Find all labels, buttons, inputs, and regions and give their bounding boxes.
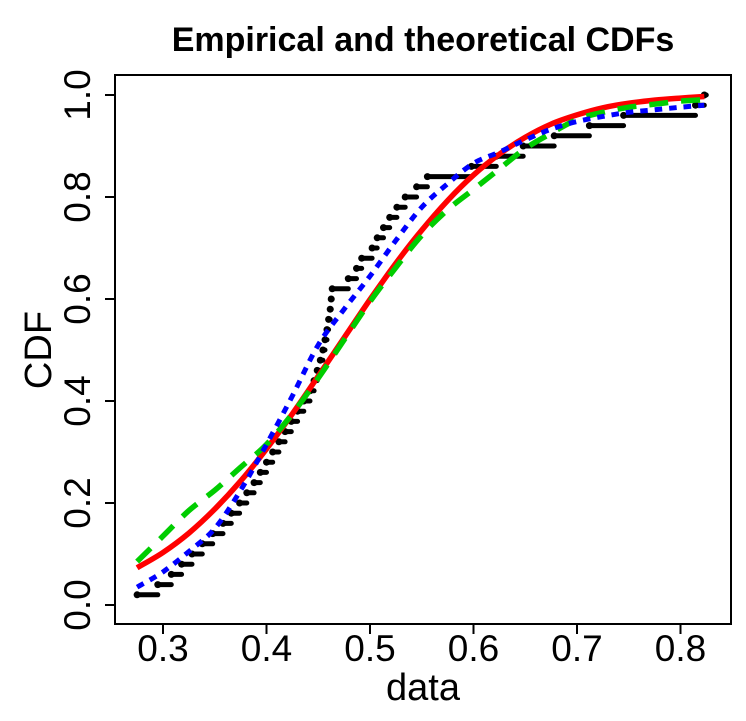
empirical-cdf-point [393, 203, 401, 211]
x-tick-label: 0.5 [344, 628, 395, 669]
y-tick-label: 1.0 [57, 69, 98, 120]
empirical-cdf-point [316, 356, 324, 364]
empirical-cdf-point [353, 264, 360, 272]
empirical-cdf-point [154, 581, 162, 589]
empirical-cdf-point [327, 295, 335, 303]
empirical-cdf-point [275, 438, 283, 446]
y-tick-label: 0.4 [57, 375, 98, 426]
chart-title: Empirical and theoretical CDFs [172, 21, 675, 59]
x-tick-label: 0.4 [241, 628, 292, 669]
theoretical-fit-red-curve [135, 93, 705, 571]
empirical-cdf-point [380, 224, 387, 232]
y-tick-label: 0.8 [57, 171, 98, 222]
empirical-cdf-point [250, 479, 258, 487]
x-tick-label: 0.3 [137, 628, 188, 669]
empirical-cdf-point [550, 132, 558, 140]
empirical-cdf-point [263, 458, 270, 466]
empirical-cdf-point [167, 570, 175, 578]
x-tick-label: 0.6 [448, 628, 499, 669]
empirical-cdf-point [585, 122, 593, 130]
empirical-cdf-point [321, 336, 329, 344]
empirical-cdf-point [368, 244, 376, 252]
empirical-cdf-point [319, 346, 327, 354]
empirical-cdf-point [423, 173, 431, 181]
theoretical-fit-green-curve [135, 96, 705, 564]
empirical-cdf-steps [134, 92, 709, 598]
empirical-cdf-point [413, 183, 421, 191]
theoretical-fit-blue-curve [135, 102, 705, 590]
y-tick-label: 0.2 [57, 477, 98, 528]
empirical-cdf-point [178, 560, 186, 568]
x-tick-label: 0.8 [655, 628, 706, 669]
empirical-cdf-point [373, 234, 381, 242]
empirical-cdf-point [133, 591, 141, 599]
y-tick-label: 0.6 [57, 273, 98, 324]
empirical-cdf-point [386, 213, 394, 221]
empirical-cdf-point [692, 101, 699, 109]
curves-layer [133, 91, 709, 599]
empirical-cdf-point [358, 254, 366, 262]
x-axis-label: data [386, 667, 461, 709]
x-tick-label: 0.7 [551, 628, 602, 669]
empirical-cdf-point [344, 275, 352, 283]
empirical-cdf-point [269, 448, 277, 456]
empirical-cdf-point [325, 315, 333, 323]
axes-layer: 0.3 0.4 0.5 0.6 0.7 0.8 0.0 0.2 0.4 0.6 0.8 1.0 [57, 69, 706, 669]
empirical-cdf-point [236, 499, 244, 507]
plot-border [114, 74, 732, 625]
empirical-cdf-point [328, 285, 336, 293]
empirical-cdf-point [243, 489, 251, 497]
empirical-cdf-point [401, 193, 409, 201]
y-axis-label: CDF [18, 311, 60, 389]
y-tick-label: 0.0 [57, 579, 98, 630]
empirical-cdf-point [256, 468, 264, 476]
empirical-cdf-point [326, 305, 334, 313]
empirical-cdf-point [620, 111, 628, 119]
